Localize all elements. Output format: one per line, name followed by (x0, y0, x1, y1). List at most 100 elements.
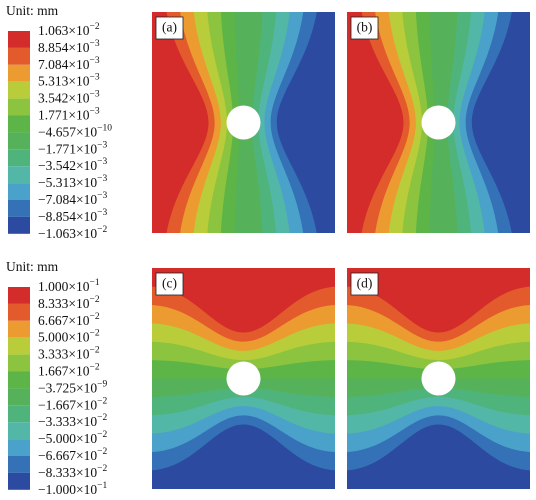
legend-label: 5.000×10−2 (38, 329, 100, 345)
label-base: −3.725×10 (38, 380, 97, 395)
label-base: 7.084×10 (38, 57, 90, 72)
legend-swatch (8, 81, 30, 99)
label-exp: −2 (90, 22, 100, 32)
legend-swatch (8, 287, 30, 304)
label-exp: −3 (97, 140, 107, 150)
hole (421, 105, 456, 140)
legend-label: 5.313×10−3 (38, 73, 100, 89)
legend-swatch (8, 31, 30, 48)
legend-swatch (8, 183, 30, 200)
hole (226, 105, 261, 140)
label-exp: −10 (97, 124, 112, 134)
label-base: 1.667×10 (38, 364, 90, 379)
label-base: −1.667×10 (38, 397, 97, 412)
legend-label: −4.657×10−10 (38, 124, 112, 140)
legend-label: −6.667×10−2 (38, 447, 107, 463)
label-base: 3.542×10 (38, 91, 90, 106)
label-exp: −2 (90, 295, 100, 305)
label-base: 3.333×10 (38, 347, 90, 362)
legend-label: 6.667×10−2 (38, 312, 100, 328)
legend-swatch (8, 149, 30, 167)
contour-band (347, 424, 530, 489)
legend-label: −1.000×10−1 (38, 481, 107, 497)
legend-label: −3.333×10−2 (38, 413, 107, 429)
label-base: −8.854×10 (38, 209, 97, 224)
legend-label: 1.063×10−2 (38, 22, 100, 38)
legend-label: 1.771×10−3 (38, 107, 100, 123)
label-exp: −2 (90, 363, 100, 373)
label-exp: −3 (90, 39, 100, 49)
label-exp: −2 (90, 346, 100, 356)
legend-swatch (8, 388, 30, 406)
legend-label: 3.333×10−2 (38, 346, 100, 362)
label-base: 8.333×10 (38, 296, 90, 311)
contour-plot (152, 12, 335, 233)
label-exp: −3 (97, 174, 107, 184)
legend-label: 1.000×10−1 (38, 278, 100, 294)
panel-label: (a) (162, 20, 177, 35)
label-base: −3.333×10 (38, 414, 97, 429)
label-base: −1.000×10 (38, 482, 97, 497)
label-base: 5.000×10 (38, 330, 90, 345)
legend-label: 1.667×10−2 (38, 363, 100, 379)
legend-swatch (8, 47, 30, 65)
contour-band (152, 424, 335, 489)
label-exp: −3 (97, 157, 107, 167)
legend-label: 3.542×10−3 (38, 90, 100, 106)
legend-swatch (8, 303, 30, 321)
label-base: −5.000×10 (38, 431, 97, 446)
legend-label: 8.333×10−2 (38, 295, 100, 311)
label-exp: −2 (97, 413, 107, 423)
label-base: −5.313×10 (38, 175, 97, 190)
legend-swatch (8, 456, 30, 473)
label-exp: −2 (97, 464, 107, 474)
contour-band (152, 12, 209, 233)
label-exp: −2 (97, 225, 107, 235)
legend-unit: Unit: mm (6, 3, 59, 18)
legend-swatch (8, 115, 30, 133)
label-exp: −3 (90, 107, 100, 117)
legend-swatch (8, 200, 30, 217)
legend-swatch (8, 354, 30, 372)
label-base: 1.000×10 (38, 279, 90, 294)
legend-label: 7.084×10−3 (38, 56, 100, 72)
legend-swatch (8, 216, 30, 234)
hole (226, 361, 261, 396)
legend-label: −8.854×10−3 (38, 208, 107, 224)
label-exp: −1 (97, 481, 107, 491)
legend-label: 8.854×10−3 (38, 39, 100, 55)
label-base: 1.771×10 (38, 108, 90, 123)
label-base: 1.063×10 (38, 23, 90, 38)
label-base: −1.771×10 (38, 141, 97, 156)
legend-label: −7.084×10−3 (38, 191, 107, 207)
legend-swatch (8, 132, 30, 150)
label-base: −3.542×10 (38, 158, 97, 173)
panel-label-box (155, 272, 184, 296)
label-exp: −3 (90, 73, 100, 83)
legend-label: −5.313×10−3 (38, 174, 107, 190)
legend-swatch (8, 98, 30, 116)
label-exp: −2 (90, 329, 100, 339)
label-exp: −9 (97, 380, 107, 390)
panel-label-box (155, 16, 184, 40)
label-base: 8.854×10 (38, 40, 90, 55)
legend-swatch (8, 439, 30, 456)
label-base: 6.667×10 (38, 313, 90, 328)
legend-swatch (8, 320, 30, 338)
legend-label: −1.063×10−2 (38, 225, 107, 241)
label-exp: −3 (90, 56, 100, 66)
legend-label: −3.542×10−3 (38, 157, 107, 173)
label-exp: −3 (90, 90, 100, 100)
label-exp: −1 (90, 278, 100, 288)
contour-band (347, 12, 404, 233)
label-base: 5.313×10 (38, 74, 90, 89)
label-base: −6.667×10 (38, 448, 97, 463)
label-base: −8.333×10 (38, 465, 97, 480)
legend-label: −5.000×10−2 (38, 430, 107, 446)
label-exp: −2 (97, 430, 107, 440)
panel-label-box (350, 272, 379, 296)
legend-swatch (8, 337, 30, 355)
legend-swatch (8, 166, 30, 184)
label-exp: −3 (97, 191, 107, 201)
